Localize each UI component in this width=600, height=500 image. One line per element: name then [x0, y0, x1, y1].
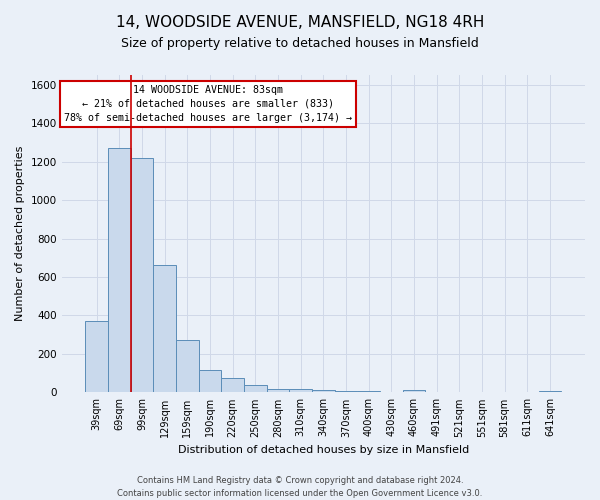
Bar: [221, 378, 244, 392]
Bar: [335, 390, 358, 392]
Text: 14 WOODSIDE AVENUE: 83sqm
← 21% of detached houses are smaller (833)
78% of semi: 14 WOODSIDE AVENUE: 83sqm ← 21% of detac…: [64, 84, 352, 122]
Bar: [289, 389, 312, 392]
Bar: [539, 390, 561, 392]
X-axis label: Distribution of detached houses by size in Mansfield: Distribution of detached houses by size …: [178, 445, 469, 455]
Bar: [85, 321, 108, 392]
Text: Contains HM Land Registry data © Crown copyright and database right 2024.
Contai: Contains HM Land Registry data © Crown c…: [118, 476, 482, 498]
Text: Size of property relative to detached houses in Mansfield: Size of property relative to detached ho…: [121, 38, 479, 51]
Bar: [312, 390, 335, 392]
Bar: [131, 158, 154, 392]
Text: 14, WOODSIDE AVENUE, MANSFIELD, NG18 4RH: 14, WOODSIDE AVENUE, MANSFIELD, NG18 4RH: [116, 15, 484, 30]
Bar: [154, 266, 176, 392]
Bar: [358, 390, 380, 392]
Bar: [176, 340, 199, 392]
Bar: [199, 370, 221, 392]
Bar: [244, 384, 266, 392]
Bar: [266, 389, 289, 392]
Y-axis label: Number of detached properties: Number of detached properties: [15, 146, 25, 322]
Bar: [403, 390, 425, 392]
Bar: [108, 148, 131, 392]
